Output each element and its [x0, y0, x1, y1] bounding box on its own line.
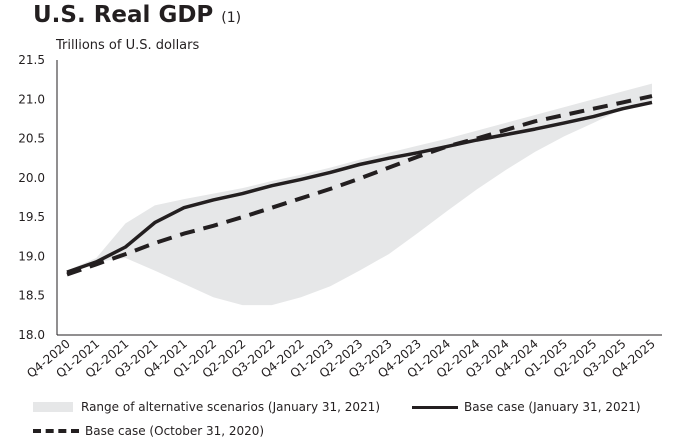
gdp-chart: 18.0 18.5 19.0 19.5 20.0 20.5 21.0 21.5 Q4-2020… [18, 53, 662, 381]
legend-swatch-solid [412, 405, 458, 409]
series-lines [66, 94, 653, 277]
legend-label-dashed: Base case (October 31, 2020) [85, 424, 265, 438]
y-tick-label: 21.0 [18, 92, 45, 106]
y-tick-label: 20.5 [18, 132, 45, 146]
chart-title: U.S. Real GDP (1) [33, 2, 241, 28]
scenario-band-layer [67, 83, 652, 306]
axes [56, 60, 662, 336]
y-tick-label: 21.5 [18, 53, 45, 67]
y-tick-label: 18.0 [18, 328, 45, 342]
legend-item-dashed: Base case (October 31, 2020) [33, 424, 264, 438]
title-footnote: (1) [221, 10, 242, 26]
series-line-base-case-oct-2020 [66, 94, 653, 277]
y-tick-label: 20.0 [18, 171, 45, 185]
series-line-base-case-jan-2021 [66, 100, 653, 274]
y-tick-label: 19.0 [18, 249, 45, 263]
legend-label-solid: Base case (January 31, 2021) [464, 400, 641, 414]
legend-item-band: Range of alternative scenarios (January … [33, 400, 380, 414]
y-tick-labels: 18.0 18.5 19.0 19.5 20.0 20.5 21.0 21.5 [18, 53, 45, 342]
y-tick-label: 19.5 [18, 210, 45, 224]
legend-label-band: Range of alternative scenarios (January … [81, 400, 380, 414]
y-axis-unit-label: Trillions of U.S. dollars [56, 38, 200, 53]
x-tick-labels: Q4-2020Q1-2021Q2-2021Q3-2021Q4-2021Q1-20… [24, 337, 658, 381]
legend-swatch-band [33, 402, 73, 412]
scenario-range-band [67, 83, 652, 306]
legend-swatch-dashed [33, 429, 79, 433]
chart-title-text: U.S. Real GDP [33, 2, 214, 28]
y-tick-label: 18.5 [18, 289, 45, 303]
legend-item-solid: Base case (January 31, 2021) [412, 400, 641, 414]
